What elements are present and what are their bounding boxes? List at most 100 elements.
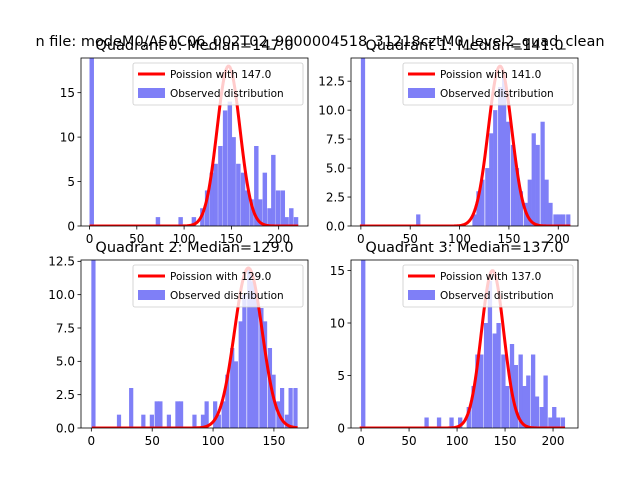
histogram-bar (483, 323, 489, 428)
histogram-bar (262, 321, 268, 428)
histogram-bar (531, 133, 536, 226)
histogram-bar (471, 386, 476, 428)
quadrant-3-legend: Poission with 137.0 Observed distribution (402, 264, 574, 308)
histogram-bar (178, 401, 184, 428)
histogram-bar (271, 154, 276, 226)
histogram-bar (225, 374, 230, 428)
x-tick-label: 150 (494, 434, 517, 448)
histogram-bar (288, 388, 293, 428)
histogram-bar (518, 354, 523, 428)
x-tick-label: 100 (202, 434, 225, 448)
histogram-bar (496, 323, 501, 428)
poisson-curve-line (88, 64, 299, 226)
x-tick-label: 50 (145, 434, 160, 448)
histogram-bar (502, 75, 507, 226)
x-tick-label: 100 (173, 232, 196, 246)
figure-suptitle: n file: modeM0/AS1C06_002T02_9000004518_… (35, 34, 604, 50)
y-tick-label: 0 (337, 421, 345, 435)
histogram-bar (493, 110, 498, 226)
legend-hist-swatch (408, 290, 435, 300)
histogram-bar (216, 414, 221, 428)
x-tick-label: 150 (497, 232, 520, 246)
histogram-bar (513, 365, 519, 428)
histogram-bar (166, 414, 172, 428)
histogram-bar (553, 214, 558, 226)
y-tick-label: 10 (330, 316, 345, 330)
quadrant-2-plot: 0 50 100 150 0.0 2.5 5.0 7.5 10.0 12.5 Poission wi… (48, 240, 309, 448)
x-tick-label: 0 (357, 232, 365, 246)
histogram-bar (476, 191, 481, 226)
legend-hist-swatch (408, 88, 435, 98)
y-tick-label: 10 (60, 130, 75, 144)
histogram-bar (244, 190, 250, 226)
legend-hist-label: Observed distribution (170, 290, 284, 302)
legend-hist-label: Observed distribution (440, 290, 554, 302)
quadrant-2-legend: Poission with 129.0 Observed distribution (132, 264, 304, 308)
histogram-bar (485, 168, 490, 226)
histogram-bar (527, 179, 532, 226)
histogram-bar (472, 214, 477, 226)
histogram-bar (424, 417, 429, 428)
histogram-bar (191, 217, 197, 226)
quadrant-0-plot: 0 50 100 150 200 0 5 10 15 Poission with 147.0 Obs… (60, 38, 309, 246)
legend-box (402, 264, 574, 308)
histogram-bar (233, 361, 238, 428)
histogram-bar (535, 144, 540, 226)
y-tick-label: 15 (330, 264, 345, 278)
x-tick-label: 200 (267, 232, 290, 246)
histogram-bar (561, 214, 566, 226)
histogram-bar (129, 388, 134, 428)
y-tick-label: 2.5 (326, 190, 345, 204)
histogram-bar (361, 260, 366, 428)
y-tick-label: 15 (60, 86, 75, 100)
histogram-bar (284, 414, 290, 428)
x-tick-label: 50 (403, 232, 418, 246)
histogram-bar (238, 321, 243, 428)
histogram-bar (231, 137, 236, 226)
legend-hist-swatch (138, 290, 165, 300)
histogram-bar (510, 144, 516, 226)
legend-curve-label: Poission with 141.0 (440, 69, 541, 81)
histogram-bar (249, 199, 254, 226)
histogram-bar (489, 133, 494, 226)
histogram-bar (293, 217, 299, 226)
histogram-bar (416, 214, 421, 226)
histogram-bar (227, 101, 233, 226)
x-tick-label: 0 (357, 434, 365, 448)
legend-curve-label: Poission with 137.0 (440, 271, 541, 283)
quadrant-2-axes-frame (80, 259, 309, 429)
quadrant-1-title: Quadrant 1: Median=141.0 (365, 38, 563, 54)
histogram-bar (242, 294, 247, 428)
histogram-bar (240, 172, 246, 226)
histogram-bar (204, 190, 210, 226)
histogram-bar (498, 86, 503, 226)
histogram-bar (487, 281, 493, 428)
y-tick-label: 2.5 (56, 388, 75, 402)
quadrant-1-plot-area (359, 58, 571, 226)
quadrant-3-title: Quadrant 3: Median=137.0 (365, 240, 563, 256)
x-tick-label: 150 (220, 232, 243, 246)
y-tick-label: 7.5 (56, 321, 75, 335)
histogram-bar (116, 414, 122, 428)
histogram-bar (262, 172, 268, 226)
histogram-bar (284, 217, 289, 226)
histogram-bar (522, 386, 527, 428)
histogram-bar (539, 407, 544, 428)
quadrant-0-legend: Poission with 147.0 Observed distribution (132, 62, 304, 106)
histogram-bar (250, 281, 255, 428)
histogram-bar (267, 208, 272, 226)
histogram-bar (218, 146, 223, 226)
quadrant-2-title: Quadrant 2: Median=129.0 (95, 240, 293, 256)
histogram-bar (200, 414, 206, 428)
y-tick-label: 5.0 (56, 355, 75, 369)
histogram-bar (222, 110, 228, 226)
quadrant-1-legend: Poission with 141.0 Observed distribution (402, 62, 574, 106)
poisson-curve-line (359, 64, 571, 226)
histogram-bar (544, 179, 549, 226)
histogram-bar (479, 354, 484, 428)
y-tick-label: 12.5 (48, 255, 75, 269)
y-tick-label: 7.5 (326, 132, 345, 146)
y-tick-label: 5 (67, 175, 75, 189)
y-tick-label: 0.0 (56, 421, 75, 435)
quadrant-3-axes-frame (350, 259, 579, 429)
